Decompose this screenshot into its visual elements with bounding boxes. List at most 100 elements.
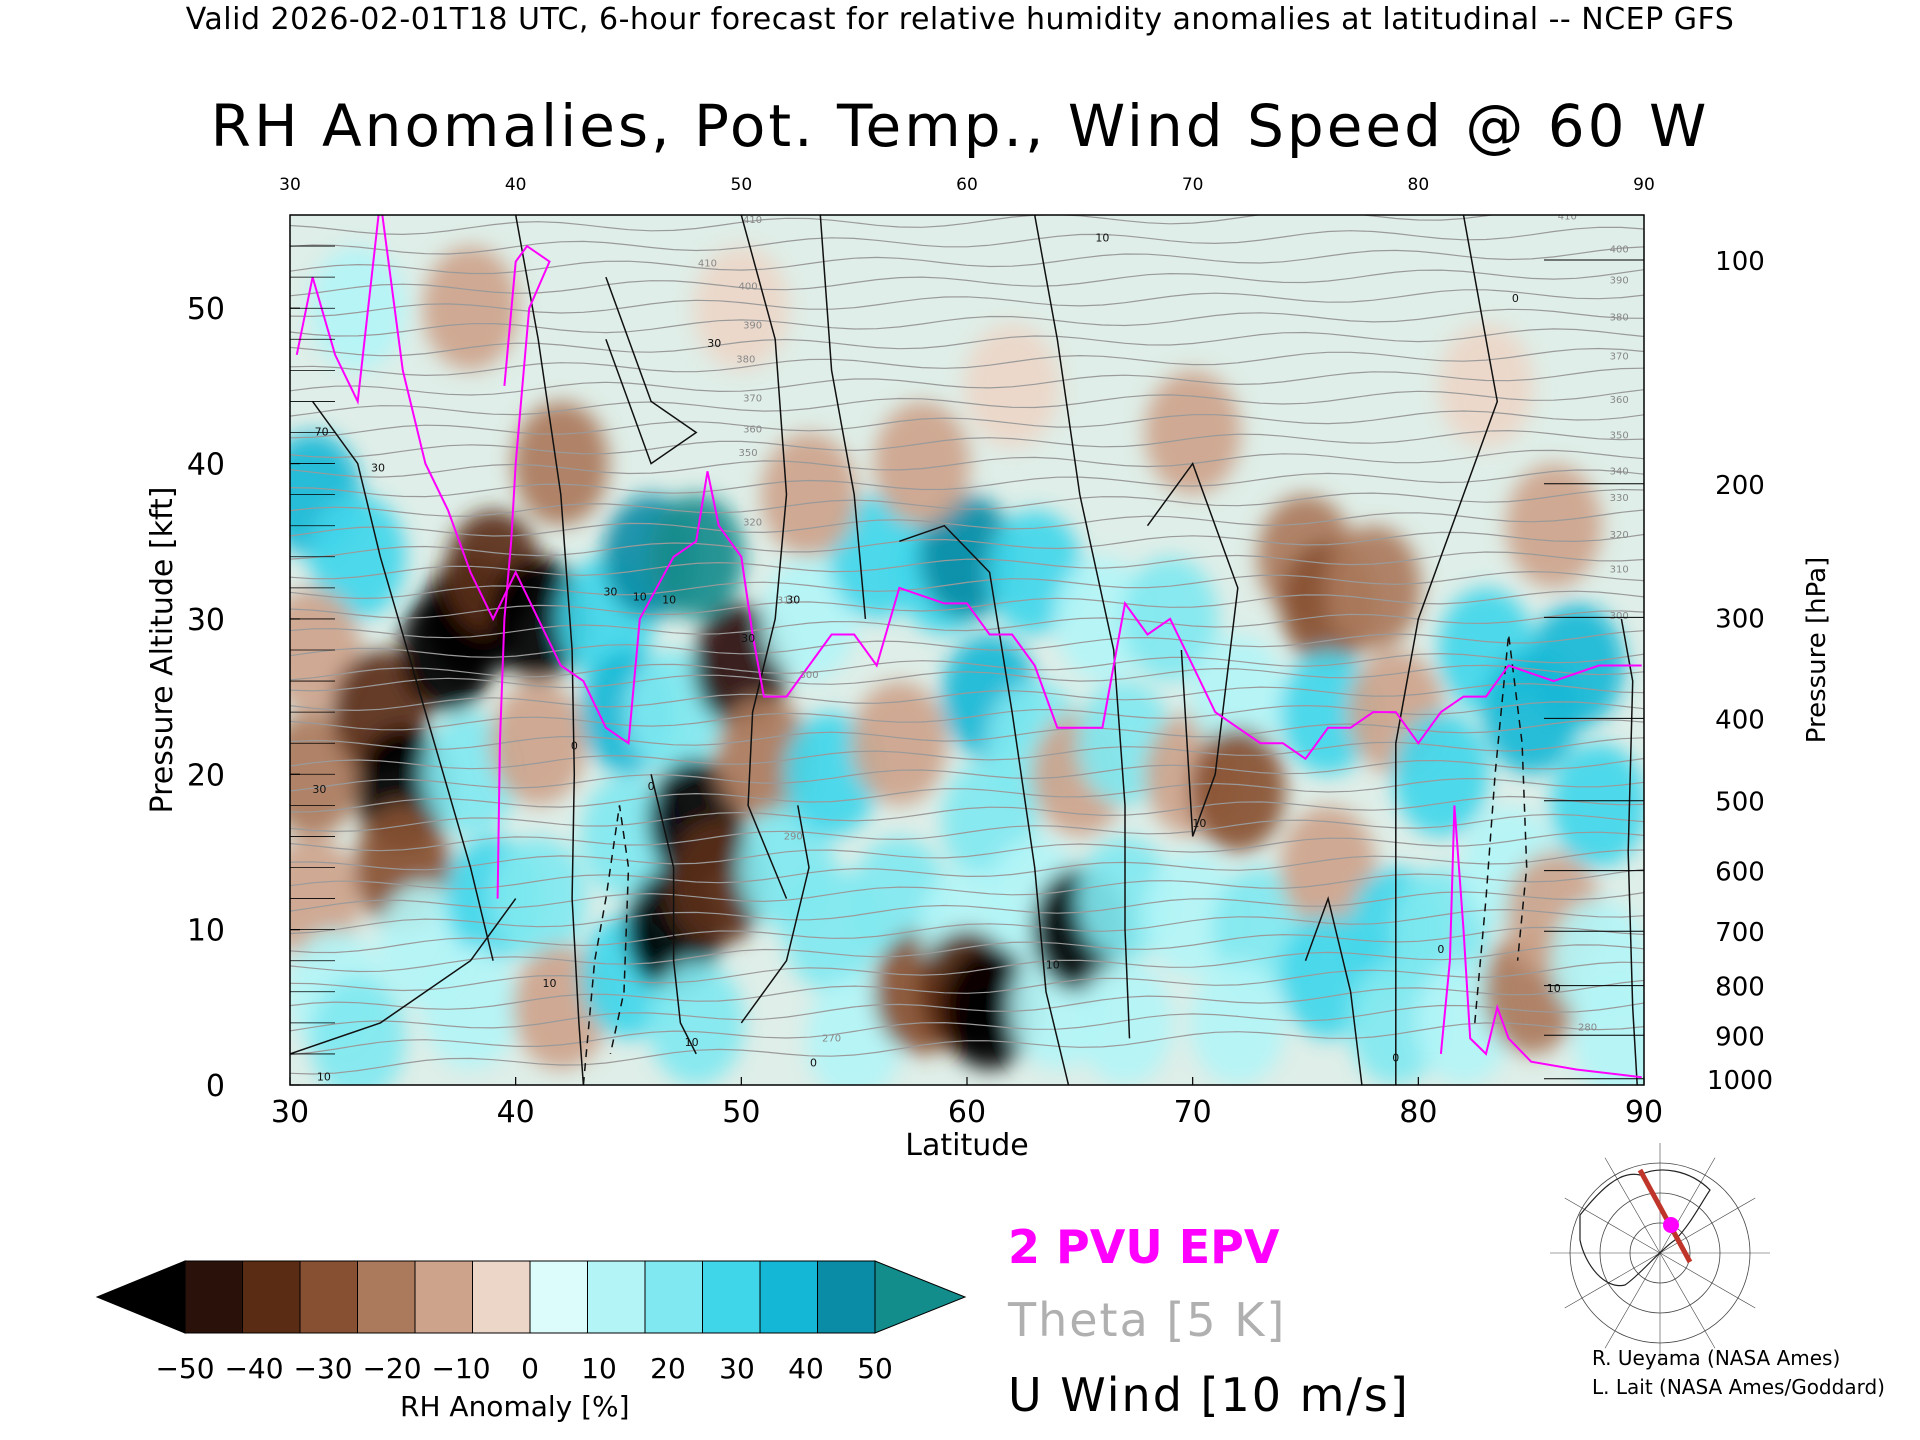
- theta-label: 380: [736, 355, 755, 366]
- pressure-tick-label: 600: [1715, 858, 1765, 888]
- theta-label: 390: [1610, 275, 1629, 286]
- colorbar-tick-label: −40: [224, 1352, 283, 1385]
- theta-label: 320: [1610, 530, 1629, 541]
- theta-line: [290, 701, 1644, 731]
- top-tick-label: 40: [505, 175, 527, 195]
- rh-cell: [1280, 650, 1377, 775]
- u-wind-contour: [311, 400, 494, 961]
- inset-meridian: [1604, 1157, 1661, 1254]
- theta-line: [290, 908, 1644, 954]
- rh-cell: [648, 960, 745, 1085]
- rh-cell: [1392, 712, 1489, 837]
- theta-line: [290, 979, 1644, 1032]
- inset-meridian: [1659, 1157, 1716, 1254]
- u-wind-contour: [899, 524, 1070, 1085]
- theta-label: 310: [777, 595, 796, 606]
- inset-marker: [1663, 1217, 1679, 1233]
- theta-line: [290, 757, 1644, 792]
- u-wind-contour: [650, 774, 697, 1055]
- theta-label: 330: [1610, 493, 1629, 504]
- colorbar-tick-label: −50: [155, 1352, 214, 1385]
- inset-track-line: [1637, 1168, 1693, 1264]
- colorbar-tick-label: 40: [788, 1352, 824, 1385]
- theta-line: [290, 226, 1644, 255]
- theta-line: [290, 1002, 1644, 1056]
- rh-cell: [512, 401, 609, 526]
- colorbar-tick-label: −10: [431, 1352, 490, 1385]
- theta-line: [290, 328, 1644, 357]
- pressure-tick-label: 700: [1715, 918, 1765, 948]
- pressure-tick-label: 800: [1715, 973, 1765, 1003]
- pressure-tick-label: 100: [1715, 247, 1765, 277]
- x-axis-label: Latitude: [905, 1128, 1028, 1163]
- theta-line: [290, 831, 1644, 871]
- rh-cell: [1144, 370, 1241, 495]
- theta-line: [290, 389, 1644, 417]
- u-wind-contour: [1033, 215, 1131, 1039]
- theta-line: [290, 269, 1644, 297]
- chart-title: RH Anomalies, Pot. Temp., Wind Speed @ 6…: [210, 92, 1710, 160]
- rh-cell: [1573, 976, 1644, 1085]
- colorbar-segment: [414, 1260, 473, 1334]
- x-tick-label: 60: [948, 1095, 986, 1130]
- theta-line: [290, 531, 1644, 560]
- theta-line: [290, 590, 1644, 619]
- rh-cell: [1550, 743, 1644, 868]
- u-wind-negative-contour: [1474, 634, 1528, 1023]
- theta-label: 410: [743, 215, 762, 226]
- wind-label: 0: [648, 780, 655, 793]
- colorbar-label: RH Anomaly [%]: [400, 1390, 630, 1423]
- theta-label: 380: [1610, 313, 1629, 324]
- theta-line: [290, 308, 1644, 337]
- theta-line: [290, 868, 1644, 912]
- wind-label: 10: [1095, 231, 1109, 244]
- theta-line: [290, 891, 1644, 935]
- top-tick-label: 90: [1633, 175, 1655, 195]
- theta-line: [290, 469, 1644, 498]
- wind-label: 10: [685, 1036, 699, 1049]
- theta-label: 320: [743, 518, 762, 529]
- rh-cell: [851, 681, 948, 806]
- theta-label: 360: [743, 425, 762, 436]
- wind-label: 30: [312, 783, 326, 796]
- rh-cell: [1505, 463, 1602, 588]
- epv-line: [496, 244, 551, 899]
- rh-cell: [422, 246, 519, 371]
- theta-label: 350: [1610, 431, 1629, 442]
- theta-line: [290, 367, 1644, 396]
- credit-line-2: L. Lait (NASA Ames/Goddard): [1592, 1375, 1885, 1399]
- top-tick-label: 50: [731, 175, 753, 195]
- x-tick-label: 40: [497, 1095, 535, 1130]
- epv-line: [295, 215, 1642, 761]
- u-wind-contour: [290, 898, 517, 1055]
- colorbar-segment: [644, 1260, 703, 1334]
- theta-line: [290, 944, 1644, 992]
- u-wind-contours: [290, 215, 1638, 1085]
- colorbar-segment: [759, 1260, 818, 1334]
- legend-epv: 2 PVU EPV: [1008, 1220, 1280, 1274]
- u-wind-contour: [605, 276, 698, 465]
- theta-line: [290, 719, 1644, 750]
- u-wind-contour: [514, 215, 585, 1085]
- x-tick-label: 50: [722, 1095, 760, 1130]
- wind-label: 0: [1512, 292, 1519, 305]
- colorbar-tick-label: 50: [857, 1352, 893, 1385]
- inset-meridian: [1564, 1197, 1661, 1254]
- theta-line: [290, 429, 1644, 459]
- rh-cell: [1189, 634, 1286, 759]
- u-wind-contour: [1620, 618, 1638, 1085]
- theta-line: [290, 289, 1644, 318]
- theta-line: [290, 1022, 1644, 1075]
- u-wind-negative-contour: [582, 805, 630, 1085]
- colorbar-segment: [529, 1260, 588, 1334]
- pressure-tick-label: 900: [1715, 1022, 1765, 1052]
- theta-label: 410: [1558, 212, 1577, 223]
- colorbar-segment: [184, 1260, 243, 1334]
- theta-label: 290: [784, 832, 803, 843]
- colorbar-tick-label: 30: [719, 1352, 755, 1385]
- inset-meridian: [1564, 1252, 1661, 1309]
- wind-label: 10: [1046, 958, 1060, 971]
- x-tick-label: 70: [1174, 1095, 1212, 1130]
- theta-label: 300: [799, 670, 818, 681]
